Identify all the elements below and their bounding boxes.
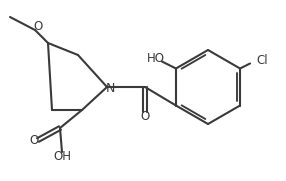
Text: OH: OH — [53, 150, 71, 163]
Text: Cl: Cl — [256, 54, 268, 67]
Text: O: O — [140, 110, 150, 123]
Text: O: O — [33, 20, 43, 33]
Text: O: O — [29, 134, 39, 148]
Text: N: N — [105, 81, 115, 94]
Text: HO: HO — [147, 52, 165, 65]
